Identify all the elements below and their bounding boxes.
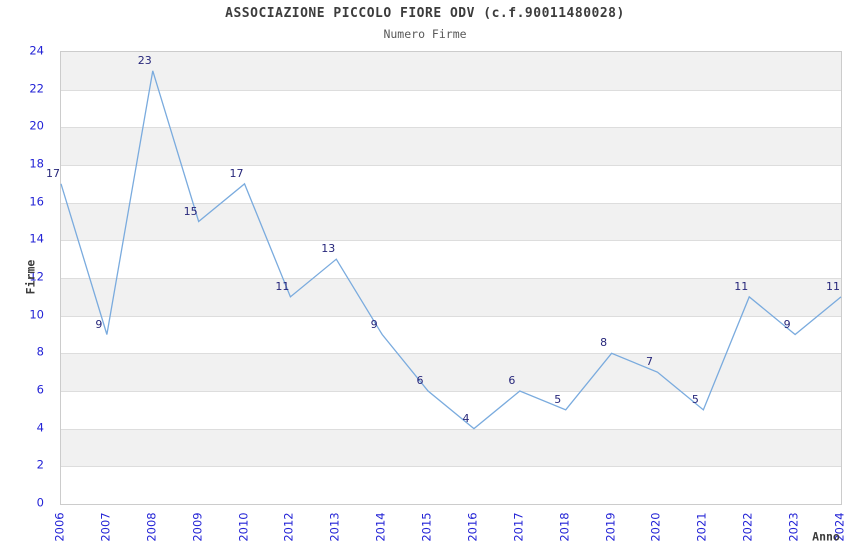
x-tick-label: 2023 bbox=[786, 512, 801, 542]
x-tick-label: 2009 bbox=[189, 512, 204, 542]
line-series bbox=[60, 70, 842, 430]
y-tick-label: 2 bbox=[36, 457, 44, 472]
point-value-label: 6 bbox=[416, 374, 424, 387]
point-value-label: 17 bbox=[229, 166, 244, 180]
point-value-label: 9 bbox=[370, 317, 378, 331]
gridline bbox=[61, 391, 841, 392]
x-tick-label: 2013 bbox=[327, 512, 342, 542]
point-value-label: 5 bbox=[691, 392, 699, 406]
y-tick-label: 10 bbox=[29, 306, 44, 321]
shaded-band bbox=[61, 202, 841, 241]
x-tick-label: 2020 bbox=[648, 512, 663, 542]
point-value-label: 11 bbox=[734, 279, 749, 293]
shaded-band bbox=[61, 52, 841, 90]
line-path bbox=[60, 70, 842, 430]
y-tick-label: 18 bbox=[29, 156, 44, 171]
gridline bbox=[61, 127, 841, 129]
point-value-label: 11 bbox=[826, 279, 840, 293]
x-tick-label: 2014 bbox=[373, 512, 388, 542]
y-axis-title: Firme bbox=[23, 259, 38, 295]
x-tick-label: 2016 bbox=[465, 512, 480, 542]
point-value-label: 9 bbox=[95, 317, 103, 331]
y-tick-label: 6 bbox=[36, 382, 44, 397]
y-tick-label: 24 bbox=[29, 43, 44, 58]
x-tick-label: 2010 bbox=[235, 512, 250, 542]
plot-area bbox=[60, 51, 842, 505]
y-tick-label: 0 bbox=[36, 495, 44, 510]
gridline bbox=[61, 428, 841, 430]
x-tick-label: 2012 bbox=[281, 512, 296, 542]
x-tick-label: 2015 bbox=[419, 512, 434, 542]
point-value-label: 6 bbox=[508, 374, 516, 387]
x-tick-label: 2021 bbox=[694, 512, 709, 542]
x-tick-label: 2006 bbox=[52, 512, 67, 542]
point-value-label: 7 bbox=[645, 355, 653, 369]
shaded-band bbox=[61, 127, 841, 165]
y-tick-label: 20 bbox=[29, 118, 44, 133]
x-tick-label: 2022 bbox=[740, 512, 755, 542]
point-value-label: 23 bbox=[137, 53, 152, 67]
x-axis-title: Anno bbox=[812, 529, 840, 544]
point-value-label: 11 bbox=[275, 279, 290, 293]
shaded-band bbox=[61, 278, 841, 316]
gridline bbox=[61, 165, 841, 166]
gridline bbox=[61, 278, 841, 279]
x-tick-label: 2017 bbox=[511, 512, 526, 542]
y-tick-label: 8 bbox=[36, 344, 44, 359]
y-tick-label: 12 bbox=[29, 269, 44, 284]
point-value-label: 9 bbox=[783, 317, 791, 331]
x-tick-label: 2007 bbox=[98, 512, 113, 542]
gridline bbox=[61, 89, 841, 91]
x-tick-label: 2008 bbox=[144, 512, 158, 542]
point-value-label: 13 bbox=[321, 242, 336, 256]
x-tick-label: 2019 bbox=[602, 512, 617, 542]
gridline bbox=[61, 353, 841, 355]
chart-subtitle: Numero Firme bbox=[383, 27, 467, 41]
y-tick-label: 22 bbox=[29, 80, 44, 95]
gridline bbox=[61, 202, 841, 204]
shaded-band bbox=[61, 428, 841, 467]
shaded-band bbox=[61, 353, 841, 391]
point-value-label: 17 bbox=[46, 166, 60, 180]
point-value-label: 4 bbox=[462, 411, 470, 425]
point-value-label: 8 bbox=[600, 336, 608, 350]
point-value-label: 5 bbox=[554, 392, 562, 406]
point-value-label: 15 bbox=[183, 204, 198, 218]
y-tick-label: 4 bbox=[36, 419, 44, 434]
y-tick-label: 14 bbox=[29, 231, 44, 246]
gridline bbox=[61, 315, 841, 317]
gridline bbox=[61, 466, 841, 468]
gridline bbox=[61, 240, 841, 242]
y-tick-label: 16 bbox=[29, 193, 44, 208]
chart-title: ASSOCIAZIONE PICCOLO FIORE ODV (c.f.9001… bbox=[225, 6, 625, 21]
x-tick-label: 2018 bbox=[556, 512, 571, 542]
